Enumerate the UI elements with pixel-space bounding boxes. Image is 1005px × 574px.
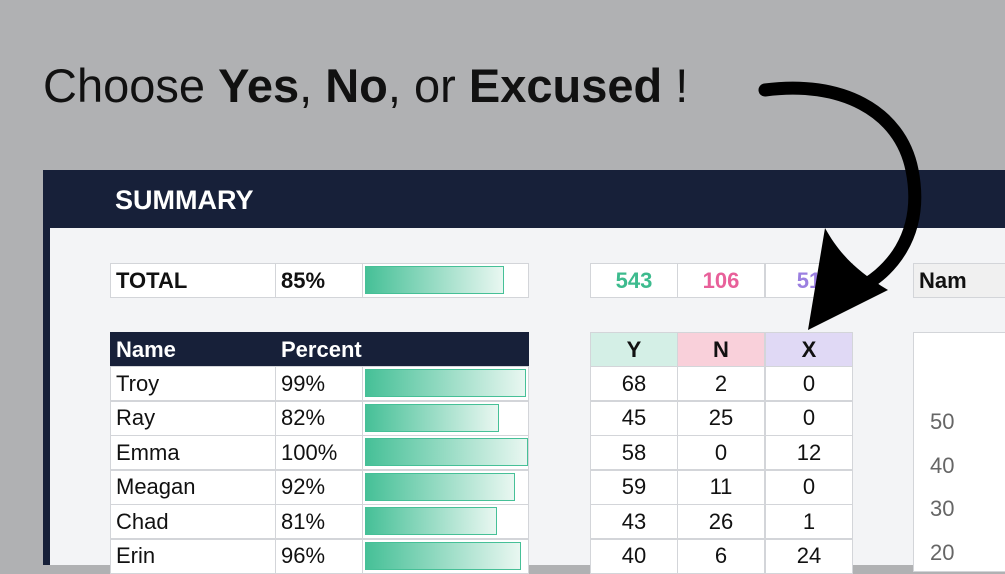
headline-text: ! (662, 59, 689, 112)
arrow-head (808, 228, 888, 330)
header-percent: Percent (275, 332, 529, 367)
headline-bold: Yes (218, 59, 300, 112)
header-no: N (677, 332, 765, 367)
row-no: 0 (677, 435, 765, 470)
headline-bold: No (325, 59, 388, 112)
headline: Choose Yes, No, or Excused ! (43, 58, 688, 113)
row-yes: 59 (590, 469, 678, 505)
row-name: Meagan (110, 469, 276, 505)
headline-bold: Excused (468, 59, 663, 112)
data-bar (365, 472, 515, 501)
row-excused: 1 (765, 504, 853, 539)
axis-label: 20 (930, 539, 955, 565)
row-percent: 81% (275, 504, 363, 539)
data-bar (365, 403, 499, 432)
summary-title: SUMMARY (115, 185, 254, 215)
headline-text: Choose (43, 59, 219, 112)
row-name: Troy (110, 366, 276, 401)
row-yes: 58 (590, 435, 678, 470)
total-no: 106 (677, 263, 765, 298)
row-excused: 0 (765, 469, 853, 505)
axis-label: 30 (930, 496, 955, 521)
side-chart (913, 332, 1005, 572)
data-bar (365, 438, 528, 466)
headline-text: , (299, 59, 326, 112)
axis-label: 40 (930, 452, 955, 478)
header-yes: Y (590, 332, 678, 367)
data-bar (365, 369, 527, 397)
total-label: TOTAL (110, 263, 276, 298)
side-label: Nam (913, 263, 1005, 298)
row-excused: 12 (765, 435, 853, 470)
row-no: 11 (677, 469, 765, 505)
row-name: Chad (110, 504, 276, 539)
headline-text: , or (387, 59, 469, 112)
row-name: Emma (110, 435, 276, 470)
total-percent: 85% (275, 263, 363, 298)
data-bar (365, 266, 504, 294)
row-percent: 100% (275, 435, 363, 470)
arrow-shaft (758, 81, 922, 299)
data-bar (365, 507, 498, 535)
total-yes: 543 (590, 263, 678, 298)
axis-label: 50 (930, 409, 955, 434)
row-yes: 68 (590, 366, 678, 401)
header-name: Name (110, 332, 276, 367)
row-percent: 82% (275, 400, 363, 436)
